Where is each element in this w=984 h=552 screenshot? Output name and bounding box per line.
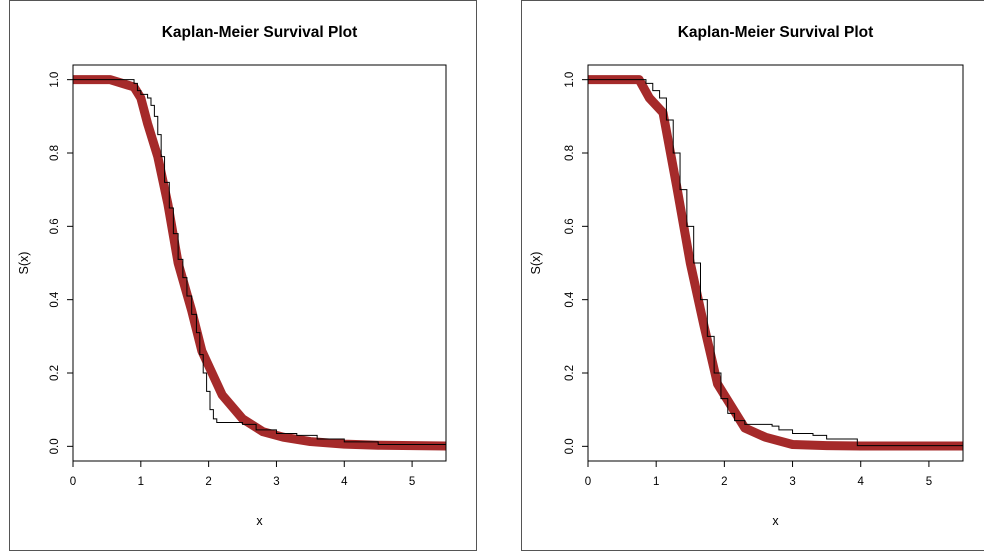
series-1-step-line: [73, 79, 446, 445]
y-tick-label: 0.6: [564, 218, 576, 234]
y-tick-label: 0.8: [49, 145, 61, 161]
y-axis-label: S(x): [17, 252, 31, 275]
chart-title: Kaplan-Meier Survival Plot: [678, 24, 874, 41]
chart-panel-right: Kaplan-Meier Survival Plot 0 1 2 3 4 5 0.0 0.2 0.…: [521, 0, 984, 551]
y-axis-label: S(x): [529, 252, 543, 275]
x-tick-label: 0: [70, 476, 76, 488]
x-tick-label: 5: [926, 476, 932, 488]
x-tick-label: 5: [409, 476, 415, 488]
x-tick-label: 4: [858, 476, 865, 488]
x-axis-label: x: [256, 514, 263, 528]
y-tick-label: 0.0: [49, 438, 61, 454]
y-tick-label: 0.6: [49, 218, 61, 234]
y-tick-label: 1.0: [49, 72, 61, 88]
plot-frame: [72, 64, 447, 462]
x-tick-label: 1: [653, 476, 659, 488]
y-tick-label: 0.4: [564, 291, 576, 308]
series-group: [588, 75, 963, 451]
x-tick-label: 2: [205, 476, 211, 488]
series-group: [73, 75, 446, 451]
y-tick-label: 0.2: [564, 365, 576, 381]
km-chart-left: Kaplan-Meier Survival Plot 0 1 2 3 4 5 0.0 0.2 0.…: [17, 24, 447, 528]
x-tick-label: 4: [341, 476, 348, 488]
chart-title: Kaplan-Meier Survival Plot: [162, 24, 358, 41]
y-tick-label: 0.4: [49, 291, 61, 308]
series-1-step-line: [588, 79, 963, 447]
km-chart-right: Kaplan-Meier Survival Plot 0 1 2 3 4 5 0.0 0.2 0.…: [529, 24, 964, 528]
y-tick-label: 0.2: [49, 365, 61, 381]
x-tick-label: 3: [789, 476, 795, 488]
y-tick-label: 0.0: [564, 438, 576, 454]
plot-frame: [587, 64, 964, 462]
x-tick-label: 0: [585, 476, 591, 488]
chart-panel-left: Kaplan-Meier Survival Plot 0 1 2 3 4 5 0.0 0.2 0.…: [9, 0, 477, 551]
x-tick-label: 2: [721, 476, 727, 488]
y-tick-label: 0.8: [564, 145, 576, 161]
x-tick-label: 3: [273, 476, 279, 488]
x-tick-label: 1: [138, 476, 144, 488]
series-0-fitted-line: [73, 75, 446, 451]
series-0-fitted-line: [588, 75, 963, 451]
y-tick-label: 1.0: [564, 72, 576, 88]
x-axis-label: x: [772, 514, 779, 528]
